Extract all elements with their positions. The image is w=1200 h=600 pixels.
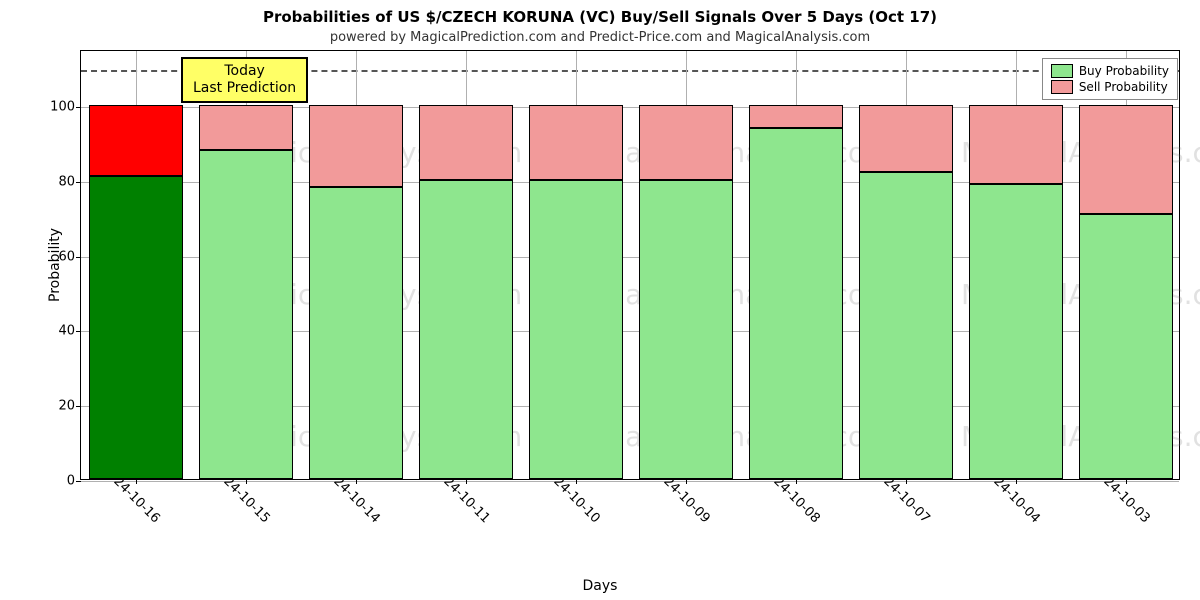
legend: Buy Probability Sell Probability	[1042, 58, 1178, 100]
bar-sell	[969, 105, 1063, 184]
bar-buy	[309, 187, 403, 479]
bar-group	[199, 51, 293, 479]
legend-item: Sell Probability	[1051, 79, 1169, 95]
chart-title: Probabilities of US $/CZECH KORUNA (VC) …	[0, 8, 1200, 26]
xtick-mark	[1016, 479, 1017, 484]
y-axis-label: Probability	[47, 228, 63, 302]
xtick-mark	[686, 479, 687, 484]
bar-group	[1079, 51, 1173, 479]
today-annotation: TodayLast Prediction	[181, 57, 308, 103]
bar-group	[419, 51, 513, 479]
legend-swatch	[1051, 80, 1073, 94]
ytick-label: 40	[58, 324, 75, 339]
xtick-mark	[246, 479, 247, 484]
bar-sell	[859, 105, 953, 172]
xtick-mark	[356, 479, 357, 484]
bar-group	[529, 51, 623, 479]
ytick-label: 100	[50, 100, 75, 115]
bar-buy	[419, 180, 513, 479]
legend-item: Buy Probability	[1051, 63, 1169, 79]
bar-sell	[419, 105, 513, 180]
xtick-mark	[466, 479, 467, 484]
ytick-label: 0	[67, 474, 75, 489]
bar-buy	[859, 172, 953, 479]
xtick-mark	[796, 479, 797, 484]
bar-buy	[1079, 214, 1173, 479]
legend-label: Sell Probability	[1079, 80, 1168, 94]
plot-area: MagicalAnalysis.comMagicalAnalysis.comMa…	[80, 50, 1180, 480]
ytick-mark	[76, 107, 81, 108]
xtick-mark	[576, 479, 577, 484]
bar-group	[309, 51, 403, 479]
bar-group	[859, 51, 953, 479]
bar-sell	[749, 105, 843, 127]
bar-buy	[529, 180, 623, 479]
bar-buy	[199, 150, 293, 479]
bar-group	[89, 51, 183, 479]
ytick-mark	[76, 406, 81, 407]
ytick-mark	[76, 331, 81, 332]
annotation-line2: Last Prediction	[193, 80, 296, 97]
ytick-mark	[76, 182, 81, 183]
annotation-line1: Today	[193, 63, 296, 80]
legend-swatch	[1051, 64, 1073, 78]
bar-sell	[309, 105, 403, 187]
ytick-label: 20	[58, 399, 75, 414]
bar-sell	[529, 105, 623, 180]
bar-sell	[89, 105, 183, 176]
ytick-mark	[76, 257, 81, 258]
bar-group	[749, 51, 843, 479]
x-axis-label: Days	[0, 578, 1200, 594]
xtick-mark	[1126, 479, 1127, 484]
bar-buy	[89, 176, 183, 479]
ytick-label: 80	[58, 174, 75, 189]
ytick-mark	[76, 481, 81, 482]
bar-group	[639, 51, 733, 479]
bar-buy	[749, 128, 843, 479]
bar-sell	[639, 105, 733, 180]
bar-sell	[1079, 105, 1173, 213]
chart-subtitle: powered by MagicalPrediction.com and Pre…	[0, 30, 1200, 45]
bar-group	[969, 51, 1063, 479]
legend-label: Buy Probability	[1079, 64, 1169, 78]
bar-buy	[639, 180, 733, 479]
xtick-mark	[906, 479, 907, 484]
bar-buy	[969, 184, 1063, 479]
bar-sell	[199, 105, 293, 150]
xtick-mark	[136, 479, 137, 484]
